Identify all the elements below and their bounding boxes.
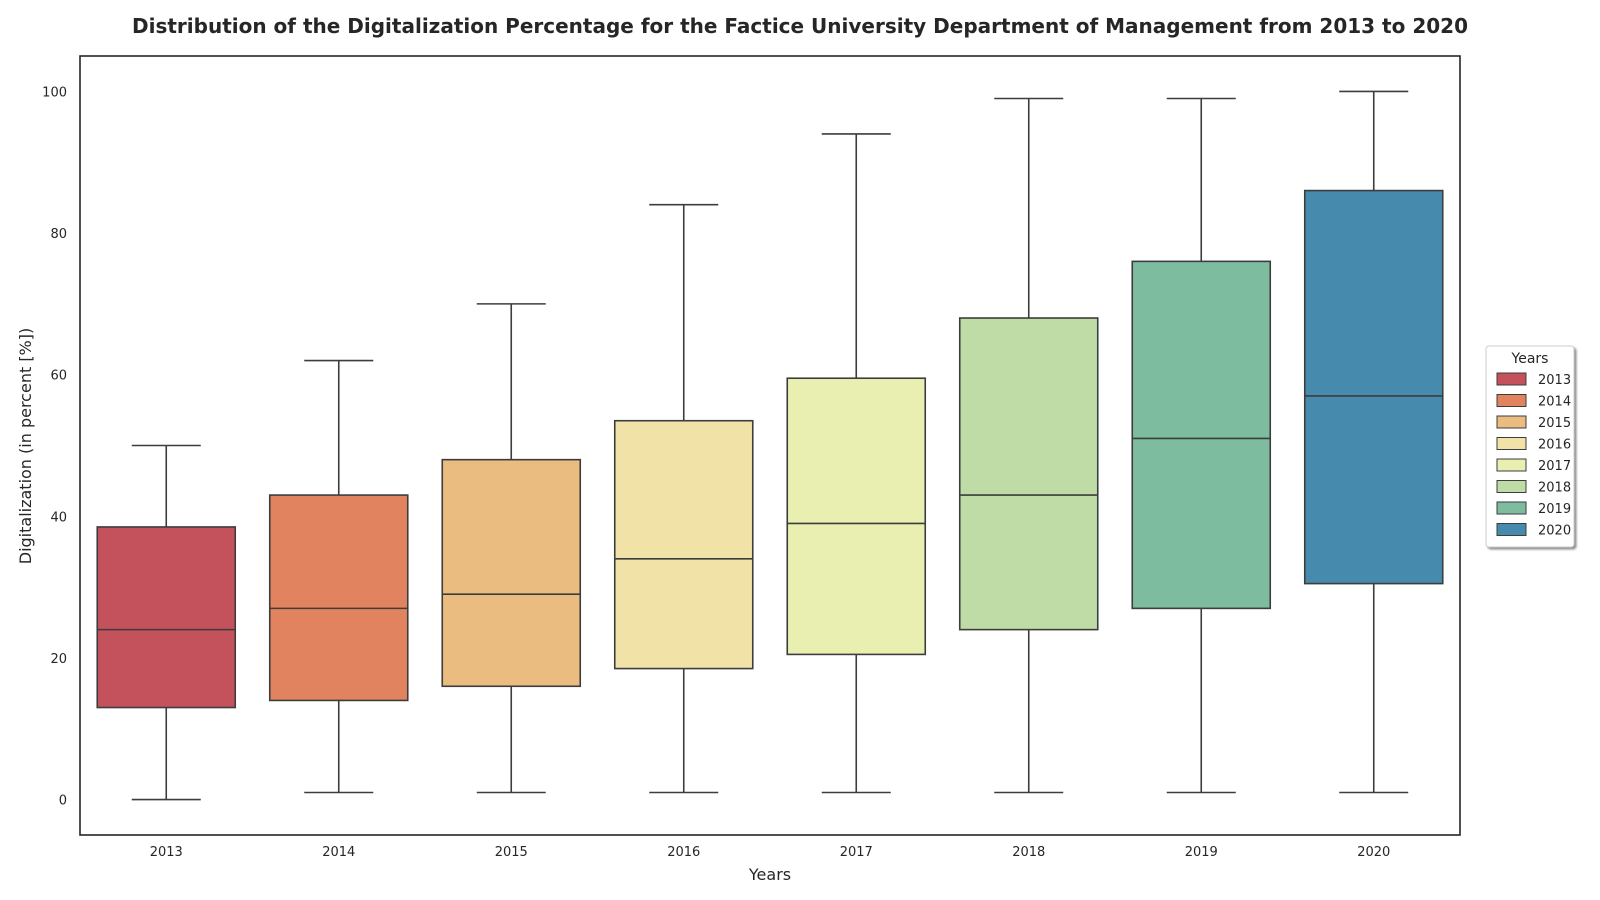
legend-item-2019: 2019 (1496, 501, 1571, 517)
y-tick-label-80: 80 (50, 227, 67, 242)
iqr-box-2013 (96, 526, 237, 709)
box-2016 (613, 203, 754, 794)
legend-label-2015: 2015 (1538, 416, 1571, 431)
legend: Years 2013 2014 2015 2016 2017 2018 2019 2020 (1485, 345, 1575, 548)
x-axis-label: Years (748, 865, 791, 884)
x-tick-label-2013: 2013 (150, 845, 183, 860)
chart-title: Distribution of the Digitalization Perce… (132, 14, 1468, 38)
legend-swatch-2019 (1496, 501, 1527, 515)
legend-swatch-2020 (1496, 523, 1527, 536)
iqr-box-2015 (441, 458, 582, 688)
iqr-box-2020 (1303, 189, 1444, 585)
x-tick-label-2018: 2018 (1012, 845, 1045, 860)
box-2020 (1303, 90, 1444, 794)
legend-item-2016: 2016 (1496, 437, 1571, 453)
iqr-box-2017 (786, 377, 927, 656)
y-axis-label: Digitalization (in percent [%]) (16, 328, 35, 564)
box-2017 (786, 133, 927, 794)
legend-label-2018: 2018 (1538, 481, 1571, 496)
legend-item-2015: 2015 (1496, 415, 1571, 431)
iqr-box-2019 (1131, 260, 1272, 610)
legend-label-2017: 2017 (1538, 459, 1571, 474)
box-2018 (958, 97, 1099, 794)
iqr-box-2018 (958, 317, 1099, 631)
box-2013 (96, 444, 237, 801)
legend-label-2016: 2016 (1538, 438, 1571, 453)
legend-swatch-2016 (1496, 437, 1527, 450)
y-axis-ticks: 0 20 40 60 80 100 (42, 85, 67, 808)
legend-label-2020: 2020 (1538, 524, 1571, 539)
x-tick-label-2019: 2019 (1185, 845, 1218, 860)
legend-swatch-2017 (1496, 458, 1527, 472)
legend-item-2013: 2013 (1496, 372, 1571, 388)
plot-area (96, 90, 1444, 801)
x-tick-label-2014: 2014 (322, 845, 355, 860)
x-tick-label-2017: 2017 (840, 845, 873, 860)
x-tick-label-2015: 2015 (495, 845, 528, 860)
legend-title: Years (1511, 351, 1549, 367)
box-2014 (268, 359, 409, 794)
x-axis-ticks: 2013 2014 2015 2016 2017 2018 2019 2020 (150, 845, 1391, 860)
y-tick-label-20: 20 (50, 652, 67, 667)
y-tick-label-100: 100 (42, 85, 67, 100)
legend-swatch-2018 (1496, 480, 1527, 493)
x-tick-label-2016: 2016 (667, 845, 700, 860)
legend-label-2014: 2014 (1538, 395, 1571, 410)
y-tick-label-60: 60 (50, 369, 67, 384)
y-tick-label-40: 40 (50, 510, 67, 525)
legend-swatch-2014 (1496, 394, 1527, 407)
box-2015 (441, 303, 582, 794)
legend-item-2018: 2018 (1496, 480, 1571, 496)
legend-swatch-2015 (1496, 415, 1527, 429)
x-tick-label-2020: 2020 (1357, 845, 1390, 860)
legend-label-2013: 2013 (1538, 373, 1571, 388)
iqr-box-2014 (268, 494, 409, 702)
legend-item-2020: 2020 (1496, 523, 1571, 539)
iqr-box-2016 (613, 419, 754, 670)
legend-item-2014: 2014 (1496, 394, 1571, 410)
legend-label-2019: 2019 (1538, 502, 1571, 517)
box-2019 (1131, 97, 1272, 794)
plot-frame (79, 55, 1461, 836)
legend-item-2017: 2017 (1496, 458, 1571, 474)
legend-swatch-2013 (1496, 372, 1527, 386)
y-tick-label-0: 0 (59, 794, 67, 809)
